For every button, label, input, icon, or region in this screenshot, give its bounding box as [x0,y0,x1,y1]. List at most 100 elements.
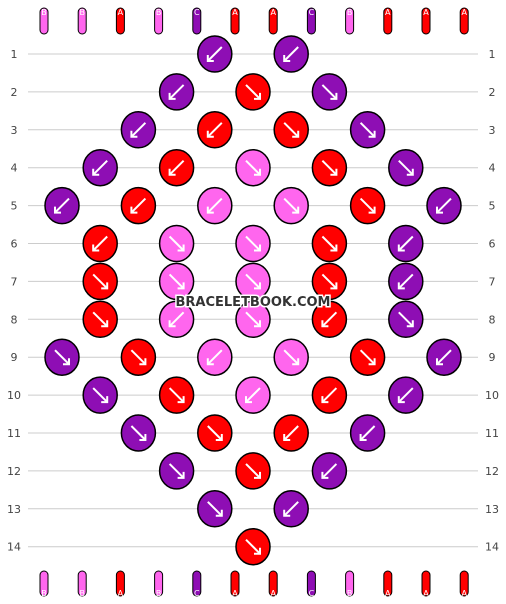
knot-arrow-icon [207,501,223,517]
row-number-left: 12 [7,465,21,478]
row-number-right: 6 [489,238,496,251]
knot-arrow-icon [321,311,338,328]
knot-arrow-icon [245,159,261,176]
knot-arrow-icon [321,159,338,176]
knot-arrowhead-icon [177,282,185,290]
knot-arrowhead-icon [101,396,109,404]
knot-arrow-icon [54,349,70,365]
row-number-right: 4 [489,162,496,175]
knot-arrow-icon [398,273,414,290]
knot [197,111,233,149]
knot-arrowhead-icon [130,206,138,214]
knot-arrow-icon [245,311,261,328]
knot [158,300,195,339]
knot [311,73,348,111]
row-number-left: 13 [7,503,21,516]
knot-arrow-icon [92,273,108,290]
knot-arrowhead-icon [397,396,405,404]
knot [44,186,80,225]
knot-arrowhead-icon [101,320,109,328]
bottom-string-label: A [423,589,429,598]
knot [235,300,271,339]
knot-arrowhead-icon [330,244,338,252]
row-number-right: 5 [489,200,496,213]
knot [120,338,157,376]
knot-arrowhead-icon [321,320,329,328]
knot-arrowhead-icon [321,471,329,479]
knot-arrowhead-icon [254,282,261,290]
row-number-left: 6 [11,238,18,251]
knot-arrow-icon [92,387,108,403]
knot [82,262,118,301]
knot-arrowhead-icon [177,244,185,252]
row-number-left: 4 [11,162,18,175]
knot [82,224,118,263]
top-string-label: B [79,8,85,17]
knot-arrow-icon [283,349,299,365]
knot [273,111,309,149]
knot-arrow-icon [283,197,299,214]
knot-arrowhead-icon [397,244,405,252]
knot [235,527,271,566]
knot [426,186,462,225]
knot [158,224,195,263]
knot-arrowhead-icon [168,168,176,176]
knot [388,376,424,414]
knot-arrowhead-icon [397,282,405,290]
knot-arrowhead-icon [254,168,261,176]
top-string-label: B [347,8,353,17]
knot [311,224,348,263]
knot [197,35,233,73]
knot-arrowhead-icon [292,130,300,138]
knot-arrowhead-icon [283,55,291,62]
knot-arrow-icon [207,122,223,138]
knot-arrowhead-icon [330,168,338,176]
knot [311,148,348,187]
knot-arrowhead-icon [168,320,176,328]
top-string-label: C [309,8,315,17]
string-paths [39,7,469,597]
bottom-string-label: B [156,589,162,598]
knot-arrowhead-icon [206,55,214,62]
knot-arrow-icon [130,425,147,441]
knot-arrow-icon [398,235,414,252]
knot-arrow-icon [168,273,185,290]
bottom-string-label: B [347,589,353,598]
knot [311,262,348,301]
knot-arrow-icon [168,84,185,100]
knot-arrow-icon [245,387,261,403]
knot-arrow-icon [359,197,376,214]
knot [273,186,309,225]
knot [197,338,233,376]
knot [311,376,348,414]
knot-arrowhead-icon [92,244,100,252]
knot-arrow-icon [130,349,147,365]
row-number-left: 10 [7,389,21,402]
knot-arrow-icon [359,425,376,441]
top-string-label: A [118,8,124,17]
knot-arrowhead-icon [368,206,376,214]
row-number-right: 7 [489,275,496,288]
knot-arrow-icon [168,159,185,176]
knot-arrow-icon [321,84,338,100]
bottom-string-label: B [41,589,47,598]
knot-arrow-icon [359,122,376,138]
knot-arrow-icon [398,159,414,176]
knot [235,262,271,301]
bottom-string-label: C [309,589,315,598]
knot-arrow-icon [283,122,299,138]
knot-arrow-icon [207,349,223,365]
row-number-right: 2 [489,86,496,99]
knot-arrow-icon [54,197,70,214]
knot [197,490,233,528]
knot-arrow-icon [436,197,452,214]
row-number-left: 2 [11,86,18,99]
knot [311,452,348,490]
row-number-left: 11 [7,427,21,440]
knot-arrowhead-icon [63,358,70,366]
knot [44,338,80,376]
knot [120,111,157,149]
bottom-string-label: A [232,589,238,598]
knot-arrow-icon [207,197,223,214]
knot-arrowhead-icon [139,358,147,366]
